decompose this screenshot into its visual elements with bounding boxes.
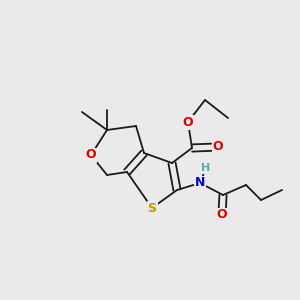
Text: S: S [148,202,157,214]
Text: O: O [183,116,193,128]
Text: H: H [201,163,211,173]
Text: O: O [213,140,223,154]
Text: N: N [195,176,205,190]
Text: O: O [86,148,96,161]
Text: O: O [217,208,227,221]
